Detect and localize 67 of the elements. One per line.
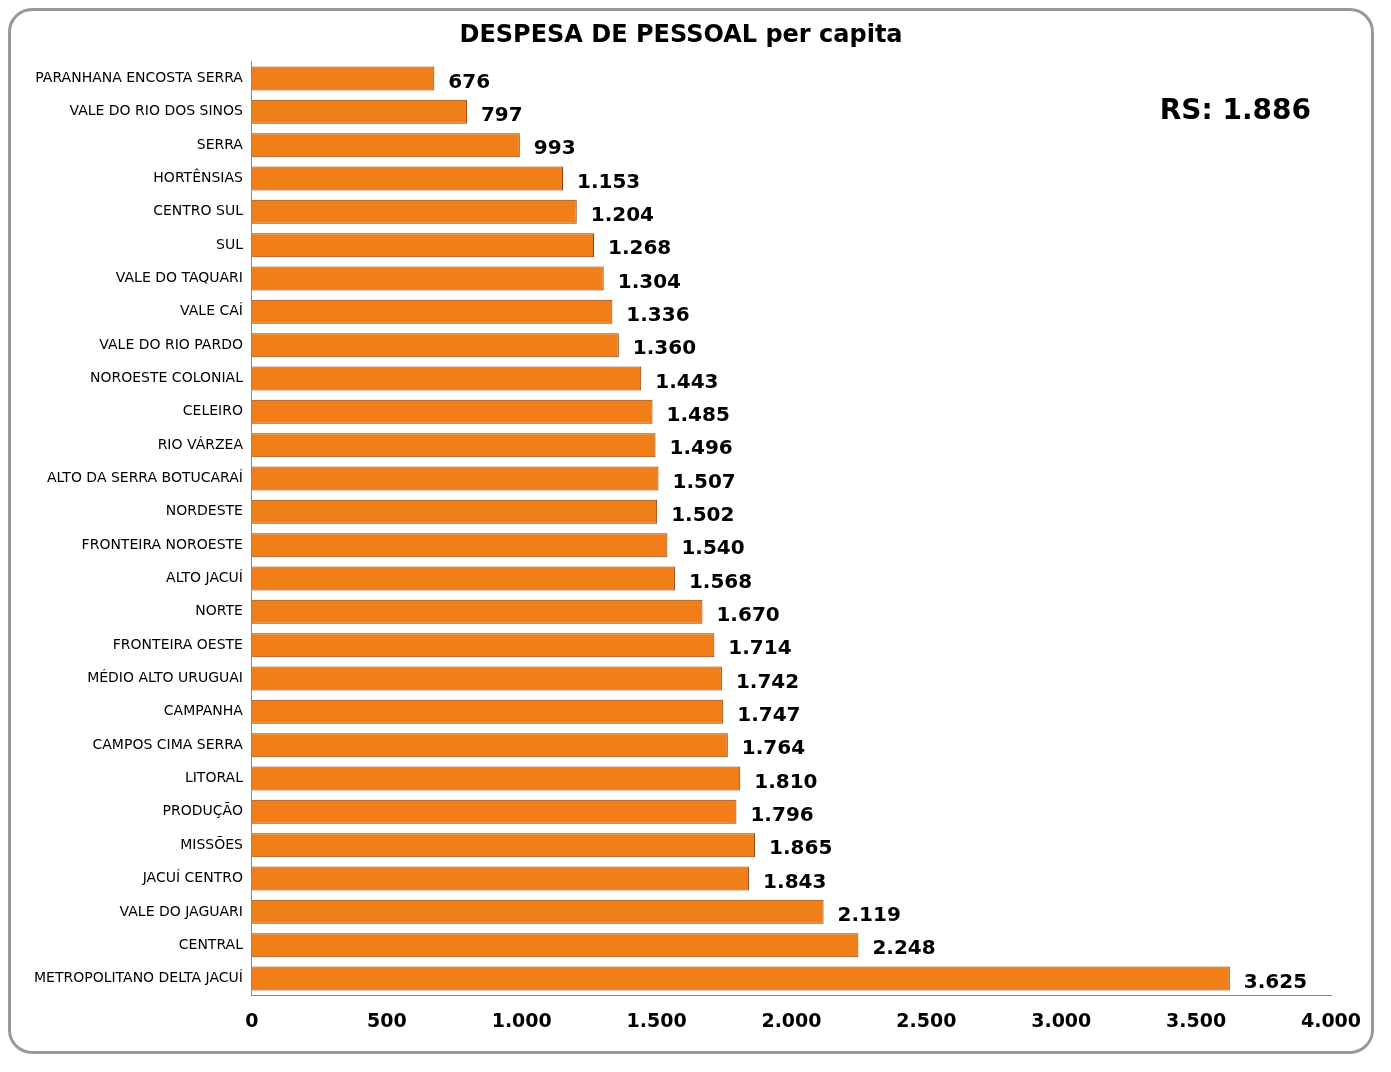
x-tick-label: 0 bbox=[245, 1008, 259, 1031]
data-label: 1.360 bbox=[632, 335, 697, 360]
data-label: 1.670 bbox=[716, 602, 780, 627]
annotation: RS: 1.886 bbox=[1159, 93, 1311, 127]
data-label: 1.443 bbox=[655, 368, 719, 393]
x-tick-label: 4.000 bbox=[1300, 1008, 1362, 1031]
y-tick-label: ALTO DA SERRA BOTUCARAÍ bbox=[46, 469, 243, 486]
data-label: 1.485 bbox=[666, 402, 730, 427]
y-tick-label: SUL bbox=[216, 235, 244, 252]
data-label: 2.248 bbox=[872, 935, 936, 960]
data-label: 1.336 bbox=[626, 302, 690, 327]
x-tick-label: 1.500 bbox=[626, 1008, 687, 1031]
y-tick-label: CENTRAL bbox=[178, 935, 244, 952]
y-tick-label: NORTE bbox=[195, 602, 243, 619]
data-label: 1.507 bbox=[672, 468, 736, 493]
y-tick-label: CAMPANHA bbox=[163, 702, 244, 719]
data-label: 1.714 bbox=[728, 635, 792, 660]
y-tick-label: VALE DO RIO DOS SINOS bbox=[69, 102, 244, 119]
y-tick-label: METROPOLITANO DELTA JACUÍ bbox=[33, 969, 243, 986]
x-tick-label: 500 bbox=[367, 1008, 407, 1031]
data-label: 797 bbox=[480, 102, 523, 127]
data-label: 993 bbox=[533, 135, 576, 160]
data-label: 2.119 bbox=[837, 902, 901, 927]
y-tick-label: VALE DO TAQUARI bbox=[115, 269, 243, 286]
data-label: 1.540 bbox=[681, 535, 745, 560]
x-tick-label: 3.500 bbox=[1166, 1008, 1227, 1031]
y-tick-label: NORDESTE bbox=[165, 502, 243, 519]
y-tick-label: LITORAL bbox=[184, 769, 244, 786]
y-tick-label: SERRA bbox=[196, 135, 244, 152]
y-tick-label: RIO VÁRZEA bbox=[157, 435, 244, 452]
chart-title: DESPESA DE PESSOAL per capita bbox=[459, 19, 903, 48]
y-tick-label: FRONTEIRA OESTE bbox=[112, 635, 243, 652]
y-tick-label: FRONTEIRA NOROESTE bbox=[81, 535, 243, 552]
data-label: 676 bbox=[448, 68, 491, 93]
data-label: 1.496 bbox=[669, 435, 733, 460]
y-tick-label: HORTÊNSIAS bbox=[153, 168, 244, 186]
x-tick-label: 3.000 bbox=[1031, 1008, 1092, 1031]
y-tick-label: VALE DO JAGUARI bbox=[119, 902, 243, 919]
data-label: 3.625 bbox=[1243, 968, 1308, 993]
data-label: 1.568 bbox=[688, 568, 753, 593]
y-tick-label: NOROESTE COLONIAL bbox=[90, 369, 244, 386]
data-label: 1.865 bbox=[769, 835, 833, 860]
y-tick-label: MÉDIO ALTO URUGUAI bbox=[87, 669, 243, 686]
data-label: 1.268 bbox=[608, 235, 672, 260]
y-tick-label: PRODUÇÃO bbox=[162, 802, 243, 819]
data-label: 1.796 bbox=[750, 802, 814, 827]
data-label: 1.747 bbox=[737, 702, 801, 727]
data-label: 1.764 bbox=[741, 735, 806, 760]
y-tick-label: VALE CAÍ bbox=[180, 302, 243, 319]
y-tick-label: PARANHANA ENCOSTA SERRA bbox=[35, 69, 244, 86]
data-label: 1.502 bbox=[671, 502, 735, 527]
y-tick-label: JACUÍ CENTRO bbox=[141, 869, 243, 886]
y-tick-label: CAMPOS CIMA SERRA bbox=[92, 735, 244, 752]
data-label: 1.742 bbox=[735, 668, 800, 693]
y-tick-label: ALTO JACUÍ bbox=[166, 569, 243, 586]
data-label: 1.204 bbox=[590, 202, 655, 227]
y-tick-label: CENTRO SUL bbox=[153, 202, 244, 219]
data-label: 1.843 bbox=[763, 868, 827, 893]
data-label: 1.153 bbox=[576, 168, 641, 193]
x-tick-label: 1.000 bbox=[491, 1008, 552, 1031]
data-label: 1.810 bbox=[754, 768, 818, 793]
y-tick-label: CELEIRO bbox=[182, 402, 243, 419]
y-tick-label: VALE DO RIO PARDO bbox=[99, 335, 243, 352]
y-tick-label: MISSÕES bbox=[180, 835, 244, 852]
x-tick-label: 2.500 bbox=[896, 1008, 957, 1031]
data-label: 1.304 bbox=[617, 268, 681, 293]
x-tick-label: 2.000 bbox=[761, 1008, 822, 1031]
